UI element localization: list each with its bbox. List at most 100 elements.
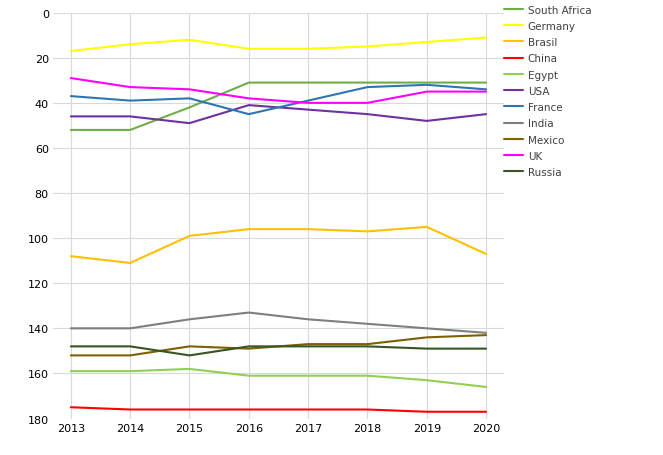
USA bbox=[245, 103, 253, 109]
France bbox=[363, 85, 371, 91]
Brasil bbox=[67, 254, 75, 259]
Line: South Africa: South Africa bbox=[71, 83, 486, 131]
Egypt bbox=[245, 373, 253, 379]
India bbox=[363, 321, 371, 327]
France bbox=[126, 99, 134, 104]
France bbox=[423, 83, 431, 88]
Legend: South Africa, Germany, Brasil, China, Egypt, USA, France, India, Mexico, UK, Rus: South Africa, Germany, Brasil, China, Eg… bbox=[504, 5, 591, 177]
UK bbox=[304, 101, 312, 106]
Line: Brasil: Brasil bbox=[71, 228, 486, 263]
South Africa bbox=[423, 81, 431, 86]
South Africa bbox=[67, 128, 75, 133]
South Africa bbox=[245, 81, 253, 86]
Germany bbox=[363, 45, 371, 50]
South Africa bbox=[186, 106, 194, 111]
Germany bbox=[423, 40, 431, 46]
UK bbox=[245, 96, 253, 102]
UK bbox=[482, 90, 490, 95]
Russia bbox=[304, 344, 312, 349]
South Africa bbox=[482, 81, 490, 86]
China bbox=[363, 407, 371, 412]
Mexico bbox=[186, 344, 194, 349]
India bbox=[186, 317, 194, 322]
Line: China: China bbox=[71, 407, 486, 412]
Line: Mexico: Mexico bbox=[71, 335, 486, 356]
France bbox=[67, 94, 75, 100]
South Africa bbox=[363, 81, 371, 86]
Line: UK: UK bbox=[71, 79, 486, 104]
Line: Russia: Russia bbox=[71, 347, 486, 356]
Russia bbox=[67, 344, 75, 349]
UK bbox=[126, 85, 134, 91]
Egypt bbox=[363, 373, 371, 379]
USA bbox=[482, 112, 490, 117]
France bbox=[482, 87, 490, 93]
Germany bbox=[304, 47, 312, 52]
USA bbox=[186, 121, 194, 126]
Mexico bbox=[67, 353, 75, 359]
Mexico bbox=[482, 333, 490, 338]
Brasil bbox=[304, 227, 312, 233]
China bbox=[245, 407, 253, 412]
Germany bbox=[67, 49, 75, 55]
France bbox=[186, 96, 194, 102]
Mexico bbox=[304, 342, 312, 347]
Brasil bbox=[245, 227, 253, 233]
Mexico bbox=[126, 353, 134, 359]
India bbox=[423, 326, 431, 331]
India bbox=[67, 326, 75, 331]
Mexico bbox=[245, 346, 253, 352]
France bbox=[245, 112, 253, 117]
Brasil bbox=[186, 234, 194, 239]
Line: France: France bbox=[71, 86, 486, 115]
Brasil bbox=[482, 252, 490, 257]
India bbox=[304, 317, 312, 322]
Russia bbox=[423, 346, 431, 352]
Egypt bbox=[482, 384, 490, 390]
Germany bbox=[482, 35, 490, 41]
USA bbox=[363, 112, 371, 117]
South Africa bbox=[304, 81, 312, 86]
South Africa bbox=[126, 128, 134, 133]
China bbox=[482, 409, 490, 415]
Brasil bbox=[126, 261, 134, 266]
China bbox=[304, 407, 312, 412]
Brasil bbox=[363, 229, 371, 235]
Line: India: India bbox=[71, 313, 486, 333]
India bbox=[245, 310, 253, 316]
Germany bbox=[186, 38, 194, 43]
Brasil bbox=[423, 225, 431, 230]
India bbox=[126, 326, 134, 331]
Russia bbox=[126, 344, 134, 349]
USA bbox=[423, 119, 431, 124]
China bbox=[423, 409, 431, 415]
Egypt bbox=[126, 369, 134, 374]
France bbox=[304, 99, 312, 104]
USA bbox=[67, 114, 75, 120]
Egypt bbox=[186, 366, 194, 372]
Mexico bbox=[363, 342, 371, 347]
USA bbox=[304, 108, 312, 113]
China bbox=[186, 407, 194, 412]
China bbox=[126, 407, 134, 412]
UK bbox=[67, 76, 75, 81]
Egypt bbox=[67, 369, 75, 374]
UK bbox=[363, 101, 371, 106]
Egypt bbox=[304, 373, 312, 379]
Mexico bbox=[423, 335, 431, 340]
Russia bbox=[186, 353, 194, 359]
Germany bbox=[126, 42, 134, 48]
China bbox=[67, 404, 75, 410]
Russia bbox=[482, 346, 490, 352]
Line: USA: USA bbox=[71, 106, 486, 124]
Germany bbox=[245, 47, 253, 52]
USA bbox=[126, 114, 134, 120]
UK bbox=[186, 87, 194, 93]
Russia bbox=[363, 344, 371, 349]
Russia bbox=[245, 344, 253, 349]
India bbox=[482, 330, 490, 336]
Line: Egypt: Egypt bbox=[71, 369, 486, 387]
UK bbox=[423, 90, 431, 95]
Line: Germany: Germany bbox=[71, 38, 486, 52]
Egypt bbox=[423, 378, 431, 383]
